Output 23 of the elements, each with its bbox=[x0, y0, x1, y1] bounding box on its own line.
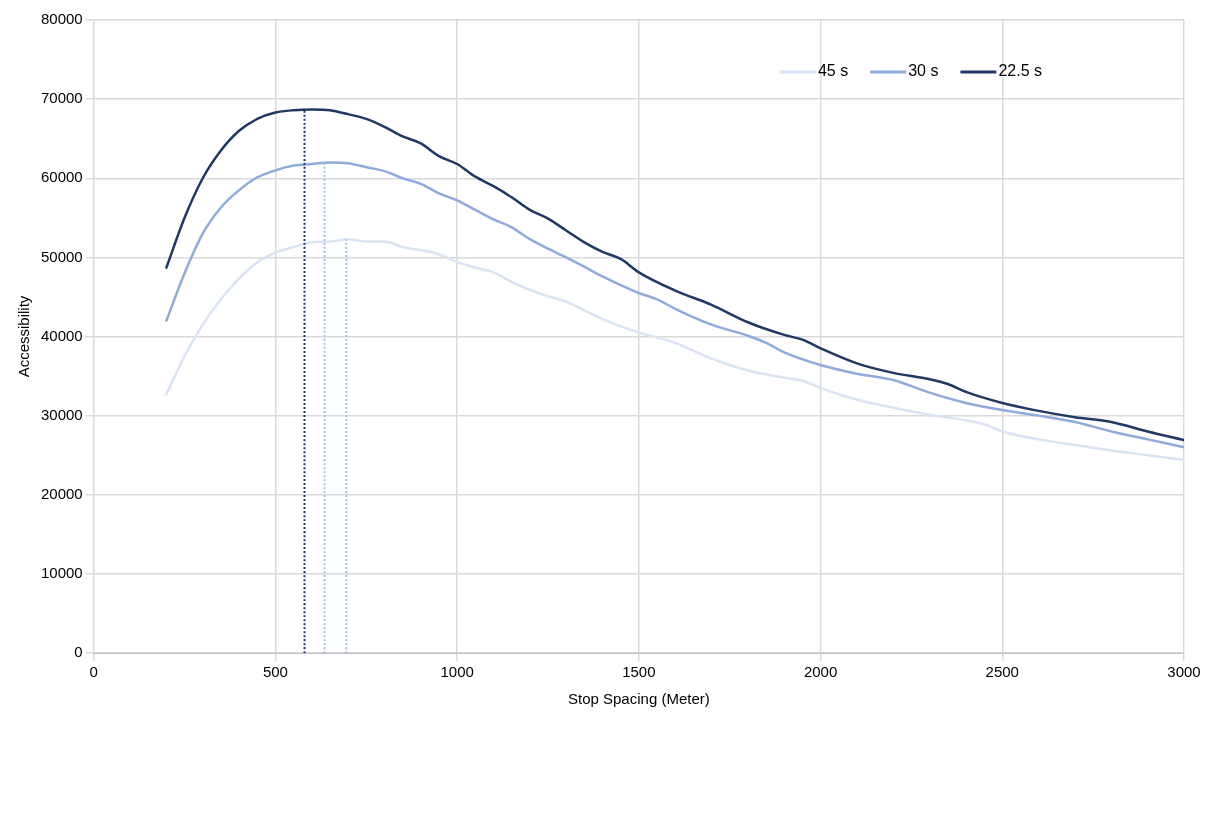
line-series bbox=[165, 161, 1184, 449]
y-tick-label: 0 bbox=[74, 643, 83, 661]
y-tick-label: 10000 bbox=[40, 564, 83, 582]
x-tick-label: 1000 bbox=[440, 663, 474, 681]
legend-label: 30 s bbox=[908, 62, 939, 80]
x-tick-label: 3000 bbox=[1167, 663, 1201, 681]
x-tick-label: 500 bbox=[262, 663, 288, 681]
x-axis-title: Stop Spacing (Meter) bbox=[567, 690, 710, 708]
y-tick-label: 70000 bbox=[40, 89, 83, 107]
y-tick-label: 80000 bbox=[40, 10, 83, 28]
y-tick-label: 30000 bbox=[40, 405, 83, 423]
y-tick-label: 20000 bbox=[40, 484, 83, 502]
legend-label: 22.5 s bbox=[998, 62, 1043, 80]
legend-label: 45 s bbox=[817, 62, 849, 80]
x-tick-label: 2000 bbox=[803, 663, 838, 681]
x-tick-label: 1500 bbox=[622, 663, 656, 681]
y-tick-label: 50000 bbox=[40, 247, 83, 265]
x-tick-label: 2500 bbox=[985, 663, 1019, 681]
x-tick-label: 0 bbox=[89, 663, 98, 681]
y-axis-title: Accessibility bbox=[15, 295, 33, 378]
y-tick-label: 60000 bbox=[40, 168, 83, 186]
y-tick-label: 40000 bbox=[40, 326, 83, 344]
line-series bbox=[165, 237, 1184, 462]
